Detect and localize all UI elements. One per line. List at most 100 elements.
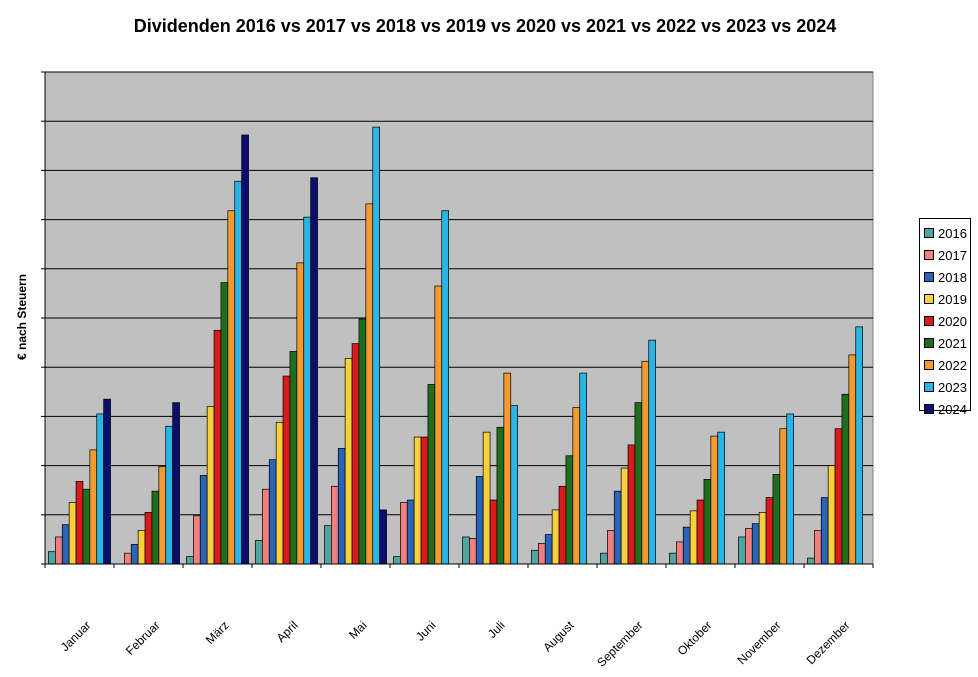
legend-item: 2021 <box>924 332 970 354</box>
bar-2021-mai <box>358 318 367 565</box>
legend-label: 2020 <box>938 313 967 329</box>
legend-item: 2018 <box>924 266 970 288</box>
bar-2021-juni <box>427 384 436 565</box>
bar-2021-dezember <box>841 393 850 565</box>
x-tick-label: Dezember <box>804 618 853 667</box>
bar-2019-juni <box>413 436 422 565</box>
bar-2022-mai <box>365 203 374 565</box>
bar-2018-oktober <box>682 526 691 565</box>
bar-2020-mai <box>351 343 360 565</box>
legend-swatch <box>924 228 934 238</box>
bar-2019-august <box>551 509 560 565</box>
bar-2021-märz <box>220 282 229 565</box>
bar-2018-april <box>268 459 277 565</box>
bar-2023-september <box>648 339 657 565</box>
bar-2022-juni <box>434 285 443 565</box>
bar-2020-november <box>765 497 774 565</box>
bar-2021-april <box>289 351 298 565</box>
legend-label: 2018 <box>938 269 967 285</box>
bar-2019-september <box>620 467 629 565</box>
bar-2018-juli <box>475 476 484 565</box>
bar-2020-dezember <box>834 428 843 565</box>
bar-2021-oktober <box>703 479 712 565</box>
bar-2017-juli <box>469 538 477 565</box>
bar-2018-november <box>751 523 760 565</box>
bar-2023-oktober <box>717 431 726 565</box>
x-tick-label: April <box>274 618 301 645</box>
bar-2016-august <box>531 549 539 565</box>
bar-2022-oktober <box>710 435 719 565</box>
bar-2023-juli <box>510 405 519 565</box>
bar-2024-januar <box>103 398 111 565</box>
bar-2016-oktober <box>669 552 677 565</box>
bar-2018-dezember <box>820 497 829 565</box>
legend-label: 2017 <box>938 247 967 263</box>
bar-2017-dezember <box>813 530 822 565</box>
bar-2020-juni <box>420 436 429 565</box>
bar-2019-januar <box>68 502 77 565</box>
bar-2018-februar <box>130 543 139 565</box>
legend-label: 2019 <box>938 291 967 307</box>
bar-2021-januar <box>82 488 91 565</box>
legend-item: 2024 <box>924 398 970 420</box>
bar-2022-januar <box>89 449 98 565</box>
bar-2018-september <box>613 490 622 565</box>
bar-2024-märz <box>241 134 249 565</box>
legend-label: 2022 <box>938 357 967 373</box>
legend-item: 2019 <box>924 288 970 310</box>
bar-2024-april <box>310 177 318 565</box>
bar-2022-september <box>641 360 650 565</box>
bar-2017-august <box>537 542 546 565</box>
bar-2020-februar <box>144 511 153 565</box>
bar-2021-august <box>565 455 574 565</box>
bar-2017-februar <box>123 552 132 565</box>
bar-2018-august <box>544 534 553 565</box>
legend-swatch <box>924 360 934 370</box>
legend-swatch <box>924 382 934 392</box>
x-tick-label: Januar <box>58 618 94 654</box>
bar-2023-märz <box>234 180 243 565</box>
bar-2022-dezember <box>848 354 857 565</box>
legend: 2016 2017 2018 2019 2020 2021 2022 2023 2024 <box>919 218 971 417</box>
bar-2022-april <box>296 262 305 565</box>
bar-2023-januar <box>96 413 105 565</box>
chart-title: Dividenden 2016 vs 2017 vs 2018 vs 2019 … <box>133 16 837 36</box>
x-tick-label: August <box>540 618 577 655</box>
bar-2019-april <box>275 421 284 565</box>
bar-2023-juni <box>441 210 450 565</box>
bar-2023-august <box>579 372 588 565</box>
bar-2016-juli <box>462 536 470 565</box>
bar-2023-februar <box>165 425 174 565</box>
x-tick-label: Juli <box>485 618 508 641</box>
bar-2020-januar <box>75 480 84 565</box>
bar-2018-mai <box>337 448 346 565</box>
legend-label: 2024 <box>938 401 967 417</box>
bar-2018-juni <box>406 499 415 565</box>
x-tick-label: November <box>735 618 784 667</box>
x-tick-label: Februar <box>123 618 163 658</box>
bar-2020-juli <box>489 499 498 565</box>
legend-label: 2021 <box>938 335 967 351</box>
bar-2017-november <box>744 528 753 565</box>
legend-swatch <box>924 338 934 348</box>
bar-2019-mai <box>344 357 353 565</box>
bar-2016-april <box>255 540 263 565</box>
bar-2022-februar <box>158 466 167 565</box>
bar-2019-märz <box>206 406 215 565</box>
bar-2017-juni <box>400 502 408 565</box>
bar-2021-november <box>772 474 781 565</box>
legend-item: 2023 <box>924 376 970 398</box>
x-tick-label: Mai <box>346 618 370 642</box>
x-tick-label: September <box>594 618 645 669</box>
bar-2020-oktober <box>696 499 705 565</box>
bar-2019-februar <box>137 530 146 565</box>
legend-item: 2022 <box>924 354 970 376</box>
bar-2022-november <box>779 428 788 565</box>
bar-2022-märz <box>227 210 236 565</box>
bar-2016-september <box>600 552 608 565</box>
bar-2022-juli <box>503 372 512 565</box>
bar-2020-april <box>282 375 291 565</box>
bar-2018-märz <box>199 475 208 565</box>
legend-swatch <box>924 250 934 260</box>
